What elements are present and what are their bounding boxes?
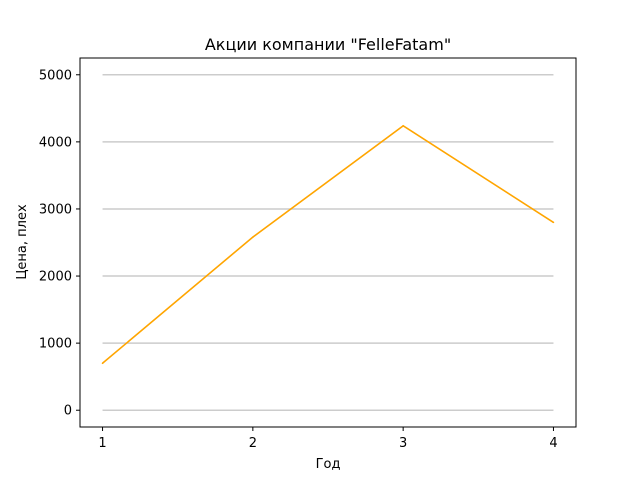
y-axis-label: Цена, плех (15, 204, 30, 280)
x-tick-label: 1 (98, 436, 106, 451)
series-line (101, 124, 554, 364)
data-point (402, 124, 404, 127)
y-tick-label: 3000 (39, 202, 72, 217)
data-point (252, 236, 254, 238)
x-axis-label: Год (316, 457, 341, 472)
x-axis-ticks: 1 2 3 4 (98, 427, 558, 451)
grid-lines (102, 74, 554, 411)
chart-title: Акции компании "FelleFatam" (205, 35, 451, 54)
y-tick-label: 5000 (39, 68, 72, 83)
y-tick-label: 0 (64, 404, 72, 419)
plot-frame (79, 57, 577, 428)
x-tick-label: 2 (249, 436, 257, 451)
y-axis-ticks: 0 1000 2000 3000 4000 5000 (39, 68, 80, 419)
data-point (552, 221, 555, 224)
data-point (101, 362, 104, 365)
y-tick-label: 2000 (39, 270, 72, 285)
y-tick-label: 4000 (39, 135, 72, 150)
x-tick-label: 4 (549, 436, 557, 451)
x-tick-label: 3 (399, 436, 407, 451)
series-layer (101, 124, 555, 365)
y-tick-label: 1000 (39, 337, 72, 352)
